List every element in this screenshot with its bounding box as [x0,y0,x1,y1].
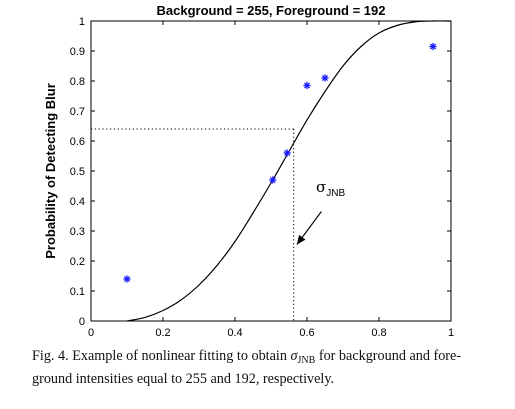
data-point [269,176,277,184]
chart-labels: 0 0.2 0.4 0.6 0.8 1 0 0.1 0.2 0.3 0.4 0.5 0.6 0.7 0.8 0… [43,3,454,345]
y-tick-label: 0.5 [70,166,85,178]
caption-subscript: JNB [297,355,316,366]
plot-frame [90,20,452,322]
annotation-group: σJNB [296,178,345,245]
x-tick-label: 0.8 [371,327,386,339]
x-tick-label: 0.4 [227,327,242,339]
x-tick-label: 0.6 [299,327,314,339]
axes [90,20,452,322]
data-point-stroke [303,82,311,89]
x-tick-label: 0 [88,327,94,339]
chart-title: Background = 255, Foreground = 192 [156,3,385,18]
y-tick-label: 0.1 [70,286,85,298]
sigma-symbol: σ [316,178,326,196]
annotation-arrow-head [296,234,306,245]
caption-symbol: σ [290,348,298,364]
data-point [303,81,311,90]
y-tick-label: 0.8 [70,76,85,88]
data-point-stroke [123,275,131,283]
data-point [283,149,291,157]
sigma-jnb-label: σJNB [316,178,345,199]
y-tick-label: 1 [79,16,85,28]
x-axis-label: Sigma [251,343,291,345]
caption-line-1: Fig. 4. Example of nonlinear fitting to … [32,347,502,370]
y-tick-label: 0.9 [70,46,85,58]
x-tick-label: 0.2 [155,327,170,339]
sigma-subscript: JNB [326,188,345,199]
chart: σJNB 0 0.2 0.4 0.6 0.8 1 0 0.1 0.2 0.3 0.4 0.5 0.6 0.… [43,3,454,345]
fit-curve [126,20,452,322]
data-point-stroke [321,74,329,82]
caption-prefix: Fig. 4. Example of nonlinear fitting to … [32,348,291,364]
data-point-stroke [429,43,437,50]
x-tick-label: 1 [448,327,454,339]
y-tick-label: 0.3 [70,226,85,238]
data-point-stroke [284,149,291,157]
y-tick-label: 0.2 [70,256,85,268]
caption-suffix: for background and fore- [315,348,462,364]
data-point-stroke [269,176,276,184]
data-points [123,42,437,283]
y-tick-label: 0.4 [70,196,85,208]
data-point [123,275,131,283]
y-tick-label: 0.6 [70,136,85,148]
fit-curve-group [126,20,452,322]
data-point [429,42,437,51]
figure-caption: Fig. 4. Example of nonlinear fitting to … [32,347,502,389]
y-tick-label: 0.7 [70,106,85,118]
threshold-guides [91,128,295,321]
y-tick-label: 0 [79,316,85,328]
caption-line-2: ground intensities equal to 255 and 192,… [32,371,335,387]
data-point [321,74,329,82]
y-axis-label: Probability of Detecting Blur [43,83,58,259]
